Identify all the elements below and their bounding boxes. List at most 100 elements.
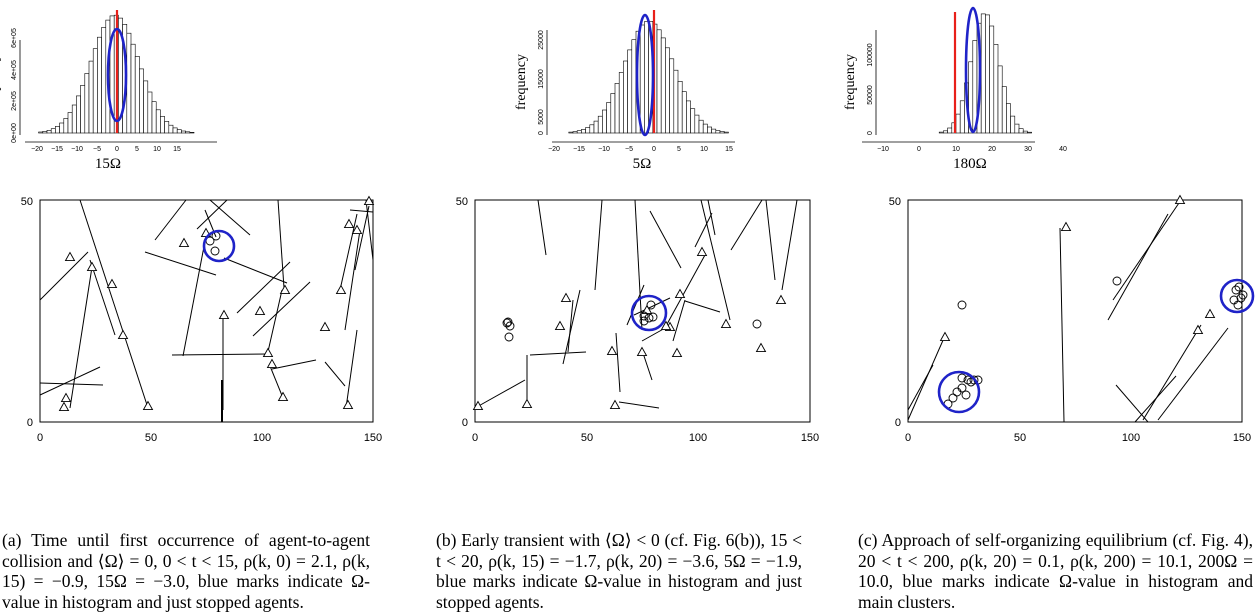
scatter-b-blue-marker (630, 294, 668, 332)
histogram-c-bars (938, 13, 1032, 134)
histogram-bar (602, 109, 607, 134)
tick-label: 50 (21, 196, 33, 208)
histogram-bar (126, 32, 132, 134)
agent-marker (266, 358, 278, 369)
scatter-a: 50 0 0 50 100 150 (21, 195, 382, 444)
histogram-bar (189, 132, 195, 134)
tick-label: 50 (145, 432, 157, 444)
histogram-bar (631, 39, 637, 134)
tick-label: 50 (456, 196, 468, 208)
histogram-bar (711, 128, 717, 134)
agent-marker (319, 321, 331, 332)
agent-marker (1192, 324, 1204, 335)
histogram-b: −20 −15 −10 −5 0 5 10 15 0 5000 15000 25… (514, 10, 735, 172)
histogram-bar (147, 91, 153, 134)
tick-label: 50 (1014, 432, 1026, 444)
tick-label: 50 (889, 196, 901, 208)
histogram-bar (955, 113, 961, 134)
histogram-bar (618, 72, 624, 134)
agent-marker (343, 218, 355, 229)
scatter-c-stopped (943, 276, 1248, 409)
agent-marker (755, 342, 767, 353)
histogram-bar (989, 25, 995, 134)
histogram-c-blue-marker (964, 6, 982, 134)
histogram-b-xlabel: 5Ω (633, 156, 652, 172)
histogram-bar (585, 127, 591, 134)
agent-marker (939, 331, 951, 342)
histogram-b-blue-marker (635, 13, 655, 137)
tick-label: −15 (573, 146, 585, 153)
tick-label: 15 (725, 146, 733, 153)
agent-marker (64, 251, 76, 262)
histogram-bar (139, 68, 144, 134)
histogram-bar (572, 131, 578, 134)
histogram-bar (568, 131, 574, 134)
tick-label: 0 (115, 146, 119, 153)
tick-label: 0 (538, 131, 545, 135)
agent-marker (335, 284, 347, 295)
histogram-bar (656, 29, 662, 134)
histogram-bar (985, 14, 990, 134)
agent-marker (58, 401, 70, 412)
histogram-bar (88, 60, 94, 134)
tick-label: 10 (153, 146, 161, 153)
histogram-bar (50, 128, 56, 134)
tick-label: 5000 (538, 109, 545, 125)
histogram-bar (589, 124, 595, 134)
panel-a-graphics: −20 −15 −10 −5 0 5 10 15 0e+00 2e+05 4e+… (0, 10, 382, 444)
histogram-b-bars (568, 20, 729, 134)
histogram-a-y-ticks: 0e+00 2e+05 4e+05 6e+05 (11, 28, 18, 143)
histogram-bar (176, 129, 182, 134)
histogram-bar (134, 56, 140, 134)
histogram-bar (84, 73, 90, 134)
histogram-bar (660, 37, 666, 134)
agent-marker (674, 288, 686, 299)
tick-label: −20 (548, 146, 560, 153)
tick-label: 50 (581, 432, 593, 444)
scatter-c-tracks (907, 199, 1229, 423)
tick-label: 4e+05 (11, 60, 18, 80)
scatter-c-blue-marker-cluster-2 (1219, 278, 1255, 314)
histogram-bar (686, 100, 691, 134)
agent-marker (636, 346, 648, 357)
histogram-bar (42, 131, 48, 134)
scatter-c-agents (939, 194, 1216, 342)
histogram-bar (698, 119, 704, 134)
histogram-bar (707, 126, 712, 134)
histogram-b-ylabel: frequency (514, 54, 529, 110)
agent-marker (1204, 308, 1216, 319)
histogram-a: −20 −15 −10 −5 0 5 10 15 0e+00 2e+05 4e+… (0, 10, 217, 172)
scatter-b-frame (474, 199, 811, 423)
agent-marker (363, 195, 375, 206)
tick-label: 30 (1024, 146, 1032, 153)
tick-label: −20 (31, 146, 43, 153)
caption-c: (c) Approach of self-organizing equilibr… (858, 530, 1253, 612)
histogram-bar (993, 44, 999, 134)
tick-label: 10 (700, 146, 708, 153)
agent-marker (86, 261, 98, 272)
panel-b-graphics: −20 −15 −10 −5 0 5 10 15 0 5000 15000 25… (456, 10, 819, 444)
tick-label: 100 (689, 432, 707, 444)
agent-marker (351, 224, 363, 235)
histogram-bar (719, 131, 725, 134)
agent-marker (696, 246, 708, 257)
histogram-bar (63, 118, 69, 134)
histogram-bar (581, 129, 586, 134)
agent-marker (671, 347, 683, 358)
agent-marker (178, 237, 190, 248)
histogram-bar (1014, 123, 1020, 134)
agent-marker (775, 294, 787, 305)
histogram-bar (46, 130, 52, 134)
scatter-a-tracks (39, 199, 374, 422)
histogram-bar (959, 100, 965, 134)
histogram-bar (130, 43, 136, 134)
histogram-bar (677, 81, 683, 134)
scatter-a-blue-marker (202, 229, 236, 263)
histogram-bar (1022, 130, 1028, 134)
histogram-bar (185, 131, 191, 134)
histogram-bar (938, 131, 944, 134)
tick-label: 10 (952, 146, 960, 153)
tick-label: −5 (93, 146, 101, 153)
histogram-bar (151, 101, 157, 134)
tick-label: −5 (625, 146, 633, 153)
